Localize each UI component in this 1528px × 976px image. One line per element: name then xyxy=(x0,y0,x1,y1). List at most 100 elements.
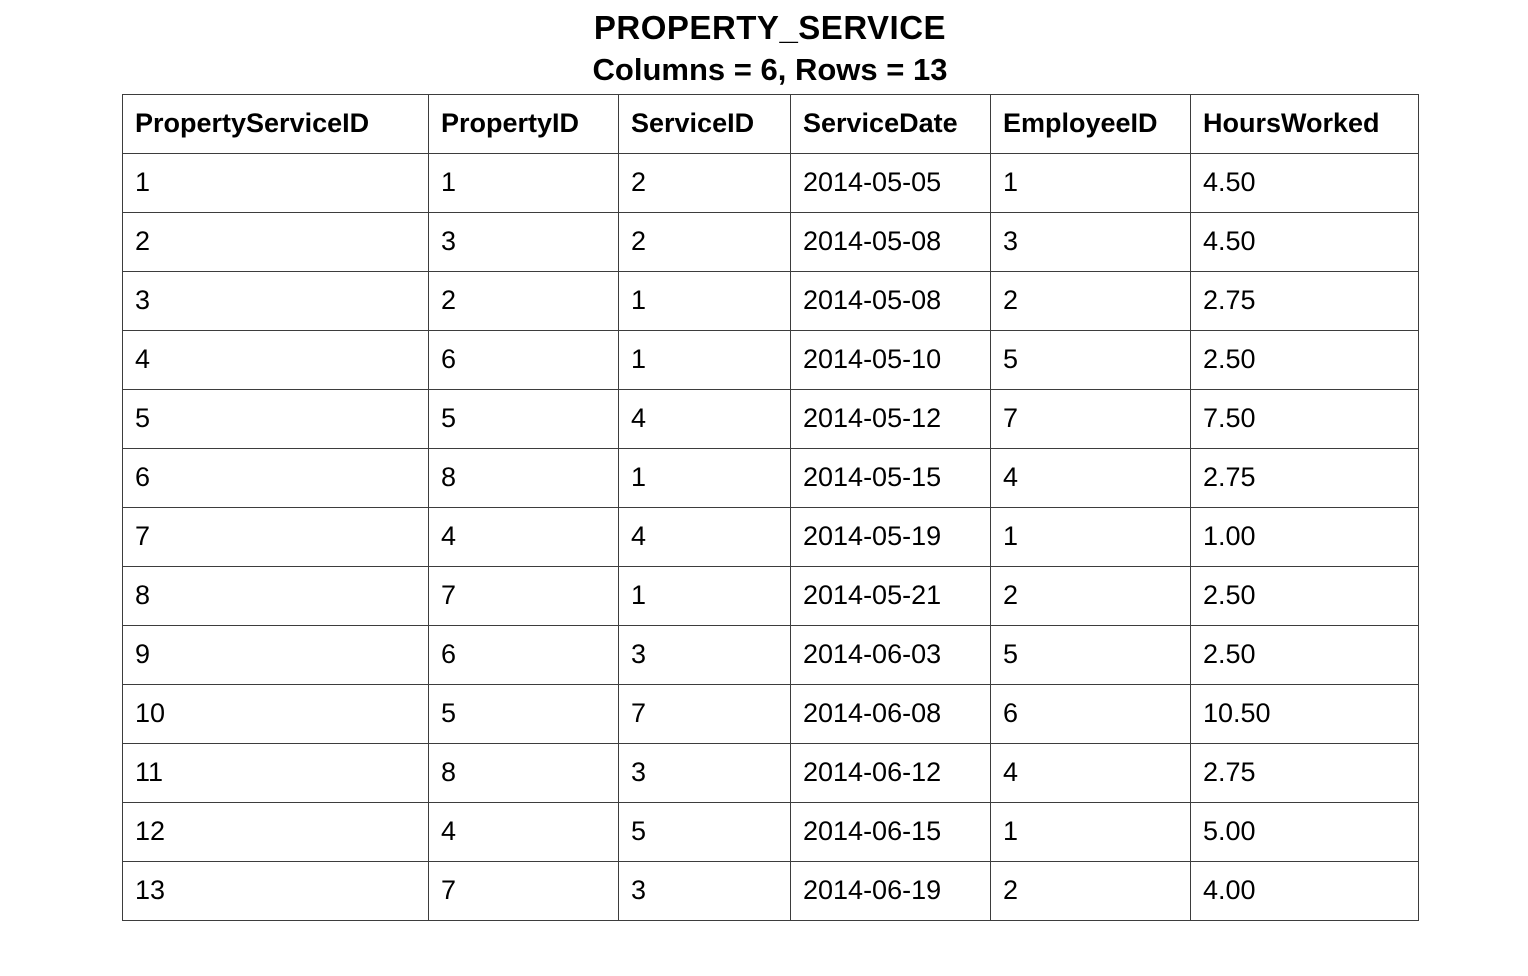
table-cell: 13 xyxy=(122,861,429,921)
table-cell: 2014-06-08 xyxy=(790,684,991,744)
table-row: 5 5 4 2014-05-12 7 7.50 xyxy=(122,389,1419,449)
column-header: PropertyID xyxy=(428,94,619,154)
table-cell: 4 xyxy=(990,448,1191,508)
table-cell: 2 xyxy=(618,153,791,213)
table-cell: 3 xyxy=(990,212,1191,272)
table-row: 2 3 2 2014-05-08 3 4.50 xyxy=(122,212,1419,272)
table-row: 13 7 3 2014-06-19 2 4.00 xyxy=(122,861,1419,921)
table-row: 10 5 7 2014-06-08 6 10.50 xyxy=(122,684,1419,744)
table-cell: 4 xyxy=(618,507,791,567)
table-cell: 1 xyxy=(618,271,791,331)
table-cell: 2014-06-19 xyxy=(790,861,991,921)
table-cell: 2 xyxy=(618,212,791,272)
table-row: 6 8 1 2014-05-15 4 2.75 xyxy=(122,448,1419,508)
table-cell: 7 xyxy=(990,389,1191,449)
column-header: ServiceDate xyxy=(790,94,991,154)
table-row: 7 4 4 2014-05-19 1 1.00 xyxy=(122,507,1419,567)
table-cell: 3 xyxy=(618,861,791,921)
table-cell: 2.75 xyxy=(1190,271,1419,331)
table-subtitle: Columns = 6, Rows = 13 xyxy=(592,52,948,87)
table-cell: 6 xyxy=(990,684,1191,744)
table-cell: 2014-05-08 xyxy=(790,212,991,272)
table-body: 1 1 2 2014-05-05 1 4.50 2 3 2 2014-05-08 3 4.50 3 2 1 2… xyxy=(122,153,1419,921)
table-cell: 2.75 xyxy=(1190,448,1419,508)
table-cell: 7.50 xyxy=(1190,389,1419,449)
table-head: PropertyServiceID PropertyID ServiceID Serv… xyxy=(122,94,1419,154)
table-cell: 2014-05-15 xyxy=(790,448,991,508)
table-cell: 5 xyxy=(618,802,791,862)
table-cell: 3 xyxy=(618,625,791,685)
table-cell: 7 xyxy=(428,861,619,921)
table-cell: 2.75 xyxy=(1190,743,1419,803)
table-cell: 6 xyxy=(428,625,619,685)
table-cell: 2 xyxy=(428,271,619,331)
table-cell: 5.00 xyxy=(1190,802,1419,862)
table-cell: 1.00 xyxy=(1190,507,1419,567)
table-cell: 2 xyxy=(990,861,1191,921)
table-cell: 5 xyxy=(122,389,429,449)
table-cell: 2 xyxy=(122,212,429,272)
table-cell: 10 xyxy=(122,684,429,744)
table-header-row: PropertyServiceID PropertyID ServiceID Serv… xyxy=(122,94,1419,154)
table-cell: 2.50 xyxy=(1190,566,1419,626)
table-cell: 8 xyxy=(428,448,619,508)
table-cell: 2 xyxy=(990,271,1191,331)
table-cell: 7 xyxy=(428,566,619,626)
table-cell: 3 xyxy=(428,212,619,272)
table-cell: 9 xyxy=(122,625,429,685)
table-row: 11 8 3 2014-06-12 4 2.75 xyxy=(122,743,1419,803)
table-cell: 4 xyxy=(618,389,791,449)
table-cell: 10.50 xyxy=(1190,684,1419,744)
table-row: 8 7 1 2014-05-21 2 2.50 xyxy=(122,566,1419,626)
table-title: PROPERTY_SERVICE xyxy=(593,9,947,46)
table-cell: 1 xyxy=(990,153,1191,213)
table-cell: 4.50 xyxy=(1190,212,1419,272)
table-cell: 7 xyxy=(122,507,429,567)
column-header: HoursWorked xyxy=(1190,94,1419,154)
table-cell: 5 xyxy=(428,684,619,744)
table-cell: 4.50 xyxy=(1190,153,1419,213)
table-cell: 5 xyxy=(990,330,1191,390)
table-row: 12 4 5 2014-06-15 1 5.00 xyxy=(122,802,1419,862)
table-cell: 1 xyxy=(618,448,791,508)
table-cell: 4 xyxy=(990,743,1191,803)
table-cell: 2.50 xyxy=(1190,330,1419,390)
table-cell: 4 xyxy=(122,330,429,390)
table-cell: 3 xyxy=(618,743,791,803)
table-cell: 2014-05-05 xyxy=(790,153,991,213)
table-cell: 2014-06-15 xyxy=(790,802,991,862)
table-cell: 1 xyxy=(122,153,429,213)
column-header: ServiceID xyxy=(618,94,791,154)
table-cell: 6 xyxy=(428,330,619,390)
column-header: PropertyServiceID xyxy=(122,94,429,154)
table-cell: 6 xyxy=(122,448,429,508)
table-cell: 8 xyxy=(122,566,429,626)
table-cell: 2014-05-08 xyxy=(790,271,991,331)
table-cell: 1 xyxy=(428,153,619,213)
table-cell: 11 xyxy=(122,743,429,803)
table-cell: 3 xyxy=(122,271,429,331)
table-cell: 2014-05-21 xyxy=(790,566,991,626)
table-cell: 2014-06-03 xyxy=(790,625,991,685)
table-cell: 1 xyxy=(990,507,1191,567)
property-service-table: PropertyServiceID PropertyID ServiceID Serv… xyxy=(122,94,1419,921)
table-cell: 2014-05-19 xyxy=(790,507,991,567)
table-row: 4 6 1 2014-05-10 5 2.50 xyxy=(122,330,1419,390)
table-row: 1 1 2 2014-05-05 1 4.50 xyxy=(122,153,1419,213)
table-cell: 2014-05-10 xyxy=(790,330,991,390)
table-cell: 1 xyxy=(618,330,791,390)
table-cell: 8 xyxy=(428,743,619,803)
table-cell: 2 xyxy=(990,566,1191,626)
table-row: 3 2 1 2014-05-08 2 2.75 xyxy=(122,271,1419,331)
table-cell: 7 xyxy=(618,684,791,744)
column-header: EmployeeID xyxy=(990,94,1191,154)
table-cell: 1 xyxy=(990,802,1191,862)
table-cell: 5 xyxy=(990,625,1191,685)
table-cell: 4.00 xyxy=(1190,861,1419,921)
table-cell: 5 xyxy=(428,389,619,449)
table-row: 9 6 3 2014-06-03 5 2.50 xyxy=(122,625,1419,685)
table-cell: 2014-06-12 xyxy=(790,743,991,803)
table-cell: 2014-05-12 xyxy=(790,389,991,449)
title-block: PROPERTY_SERVICE Columns = 6, Rows = 13 xyxy=(122,6,1418,91)
